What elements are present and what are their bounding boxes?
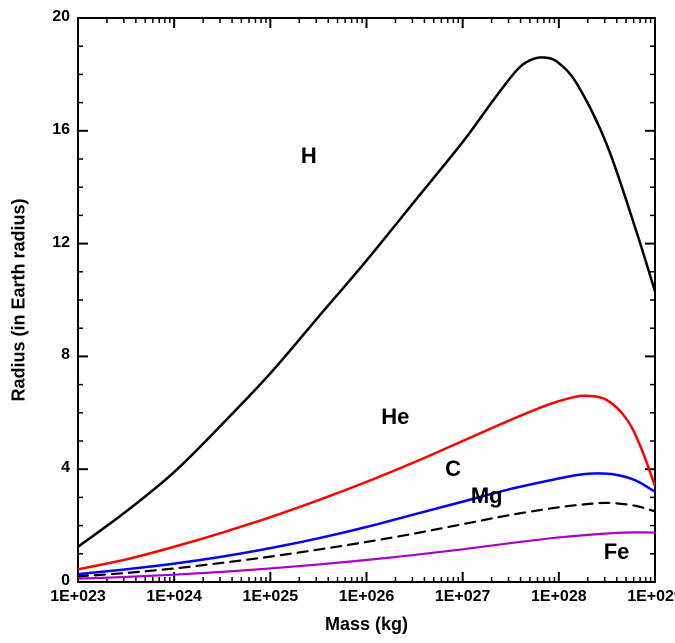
x-tick-label: 1E+026 (327, 588, 407, 606)
series-label-he: He (381, 404, 409, 430)
series-label-fe: Fe (604, 539, 630, 565)
x-tick-label: 1E+028 (519, 588, 599, 606)
x-tick-label: 1E+025 (230, 588, 310, 606)
y-axis-label: Radius (in Earth radius) (9, 198, 30, 401)
y-tick-label: 8 (61, 346, 70, 364)
mass-radius-chart: Radius (in Earth radius) Mass (kg) 1E+02… (0, 0, 675, 643)
x-tick-label: 1E+027 (423, 588, 503, 606)
series-h (78, 57, 655, 546)
y-tick-label: 16 (52, 121, 70, 139)
x-tick-label: 1E+029 (615, 588, 675, 606)
series-label-h: H (301, 143, 317, 169)
series-label-c: C (445, 456, 461, 482)
series-label-mg: Mg (471, 483, 503, 509)
x-tick-label: 1E+024 (134, 588, 214, 606)
y-tick-label: 12 (52, 234, 70, 252)
x-axis-label: Mass (kg) (325, 614, 408, 635)
series-fe (78, 532, 655, 578)
y-tick-label: 0 (61, 572, 70, 590)
y-tick-label: 4 (61, 459, 70, 477)
x-tick-label: 1E+023 (38, 588, 118, 606)
y-tick-label: 20 (52, 8, 70, 26)
plot-svg (0, 0, 675, 643)
series-he (78, 396, 655, 570)
